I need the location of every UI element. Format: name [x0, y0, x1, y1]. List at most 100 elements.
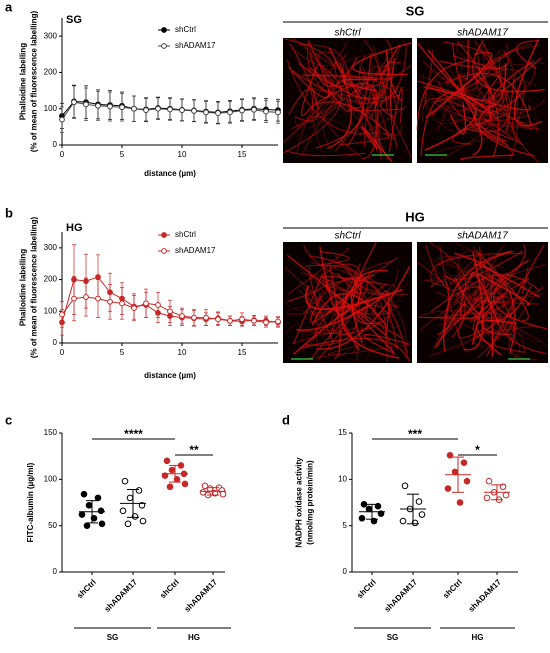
fiber	[457, 278, 493, 339]
fiber	[423, 73, 471, 125]
fiber	[308, 266, 335, 343]
point	[215, 316, 221, 323]
fiber	[437, 86, 482, 102]
point	[263, 319, 269, 326]
fiber	[296, 41, 348, 153]
y-tick-label: 10	[338, 474, 347, 483]
fiber	[416, 60, 470, 130]
point	[155, 302, 161, 308]
point	[143, 107, 149, 114]
fiber	[455, 41, 536, 85]
fiber	[505, 79, 515, 133]
fiber	[477, 273, 531, 306]
fiber	[320, 251, 350, 266]
fiber	[303, 333, 359, 355]
fiber	[300, 337, 408, 359]
fiber	[457, 250, 498, 349]
fiber	[454, 277, 532, 322]
fiber	[307, 289, 358, 317]
x-tick-label: shCtrl	[355, 578, 378, 601]
y-tick-label: 150	[44, 428, 58, 437]
fiber	[482, 302, 496, 320]
fiber	[307, 54, 362, 157]
point	[95, 102, 101, 109]
image-title: SG	[406, 3, 425, 18]
fiber	[327, 343, 366, 356]
group-label: SG	[387, 633, 399, 642]
fiber	[303, 245, 389, 297]
fiber	[417, 42, 507, 108]
x-tick-label: 10	[178, 150, 187, 159]
point	[251, 317, 257, 324]
y-tick-label: 200	[44, 68, 58, 77]
fiber	[342, 276, 365, 279]
fiber	[479, 246, 497, 295]
fiber	[291, 47, 348, 67]
data-point	[502, 491, 510, 499]
point	[107, 298, 113, 305]
y-tick-label: 5	[343, 521, 348, 530]
fiber	[470, 123, 538, 143]
fiber	[305, 64, 381, 151]
fiber	[429, 242, 466, 304]
fiber	[371, 290, 390, 338]
fiber	[424, 86, 477, 151]
fiber	[285, 150, 366, 157]
fiber	[430, 252, 524, 282]
y-tick-label: 100	[44, 104, 58, 113]
fiber	[423, 259, 542, 342]
fiber	[449, 251, 482, 285]
group-label: HG	[188, 633, 200, 642]
legend-marker	[161, 232, 167, 238]
fiber	[309, 67, 343, 129]
fiber	[388, 87, 403, 153]
x-tick-label: 15	[238, 150, 247, 159]
fiber	[363, 39, 389, 113]
fiber	[488, 60, 535, 120]
y-axis-label: (nmol/mg protein/min)	[306, 460, 315, 545]
fiber	[472, 42, 545, 93]
data-point	[85, 501, 93, 509]
fiber	[436, 261, 500, 333]
data-point	[139, 517, 147, 525]
data-point	[360, 501, 368, 508]
y-tick-label: 0	[53, 567, 58, 576]
fiber	[463, 39, 509, 133]
data-point	[219, 490, 227, 498]
fiber	[440, 311, 493, 333]
point	[59, 116, 65, 123]
fiber	[475, 69, 525, 121]
fiber	[292, 273, 323, 345]
fiber	[298, 62, 346, 88]
point	[203, 314, 209, 321]
fiber	[457, 292, 500, 341]
fiber	[440, 272, 509, 340]
fiber	[286, 272, 353, 315]
fiber	[365, 280, 409, 362]
fiber	[334, 255, 394, 356]
fiber	[351, 84, 397, 109]
point	[131, 105, 137, 112]
micrograph-texture	[282, 37, 412, 163]
image-label: shCtrl	[334, 28, 361, 39]
fiber	[477, 272, 514, 358]
x-tick-label: 15	[238, 348, 247, 357]
fiber	[431, 263, 489, 336]
point	[275, 318, 281, 325]
fiber	[296, 292, 390, 331]
image-label: shADAM17	[457, 231, 508, 242]
fiber	[430, 280, 450, 330]
fiber	[437, 312, 501, 320]
data-point	[126, 494, 134, 502]
y-tick-label: 300	[44, 243, 58, 252]
fiber	[436, 256, 503, 268]
micrograph-texture	[282, 241, 411, 362]
fiber	[355, 260, 394, 300]
x-tick-label: 5	[120, 150, 125, 159]
fiber	[329, 264, 341, 359]
x-tick-label: 0	[60, 348, 65, 357]
fiber	[360, 297, 388, 362]
y-axis-label: (% of mean of fluorescence labelling)	[30, 10, 39, 152]
fiber	[360, 125, 393, 163]
